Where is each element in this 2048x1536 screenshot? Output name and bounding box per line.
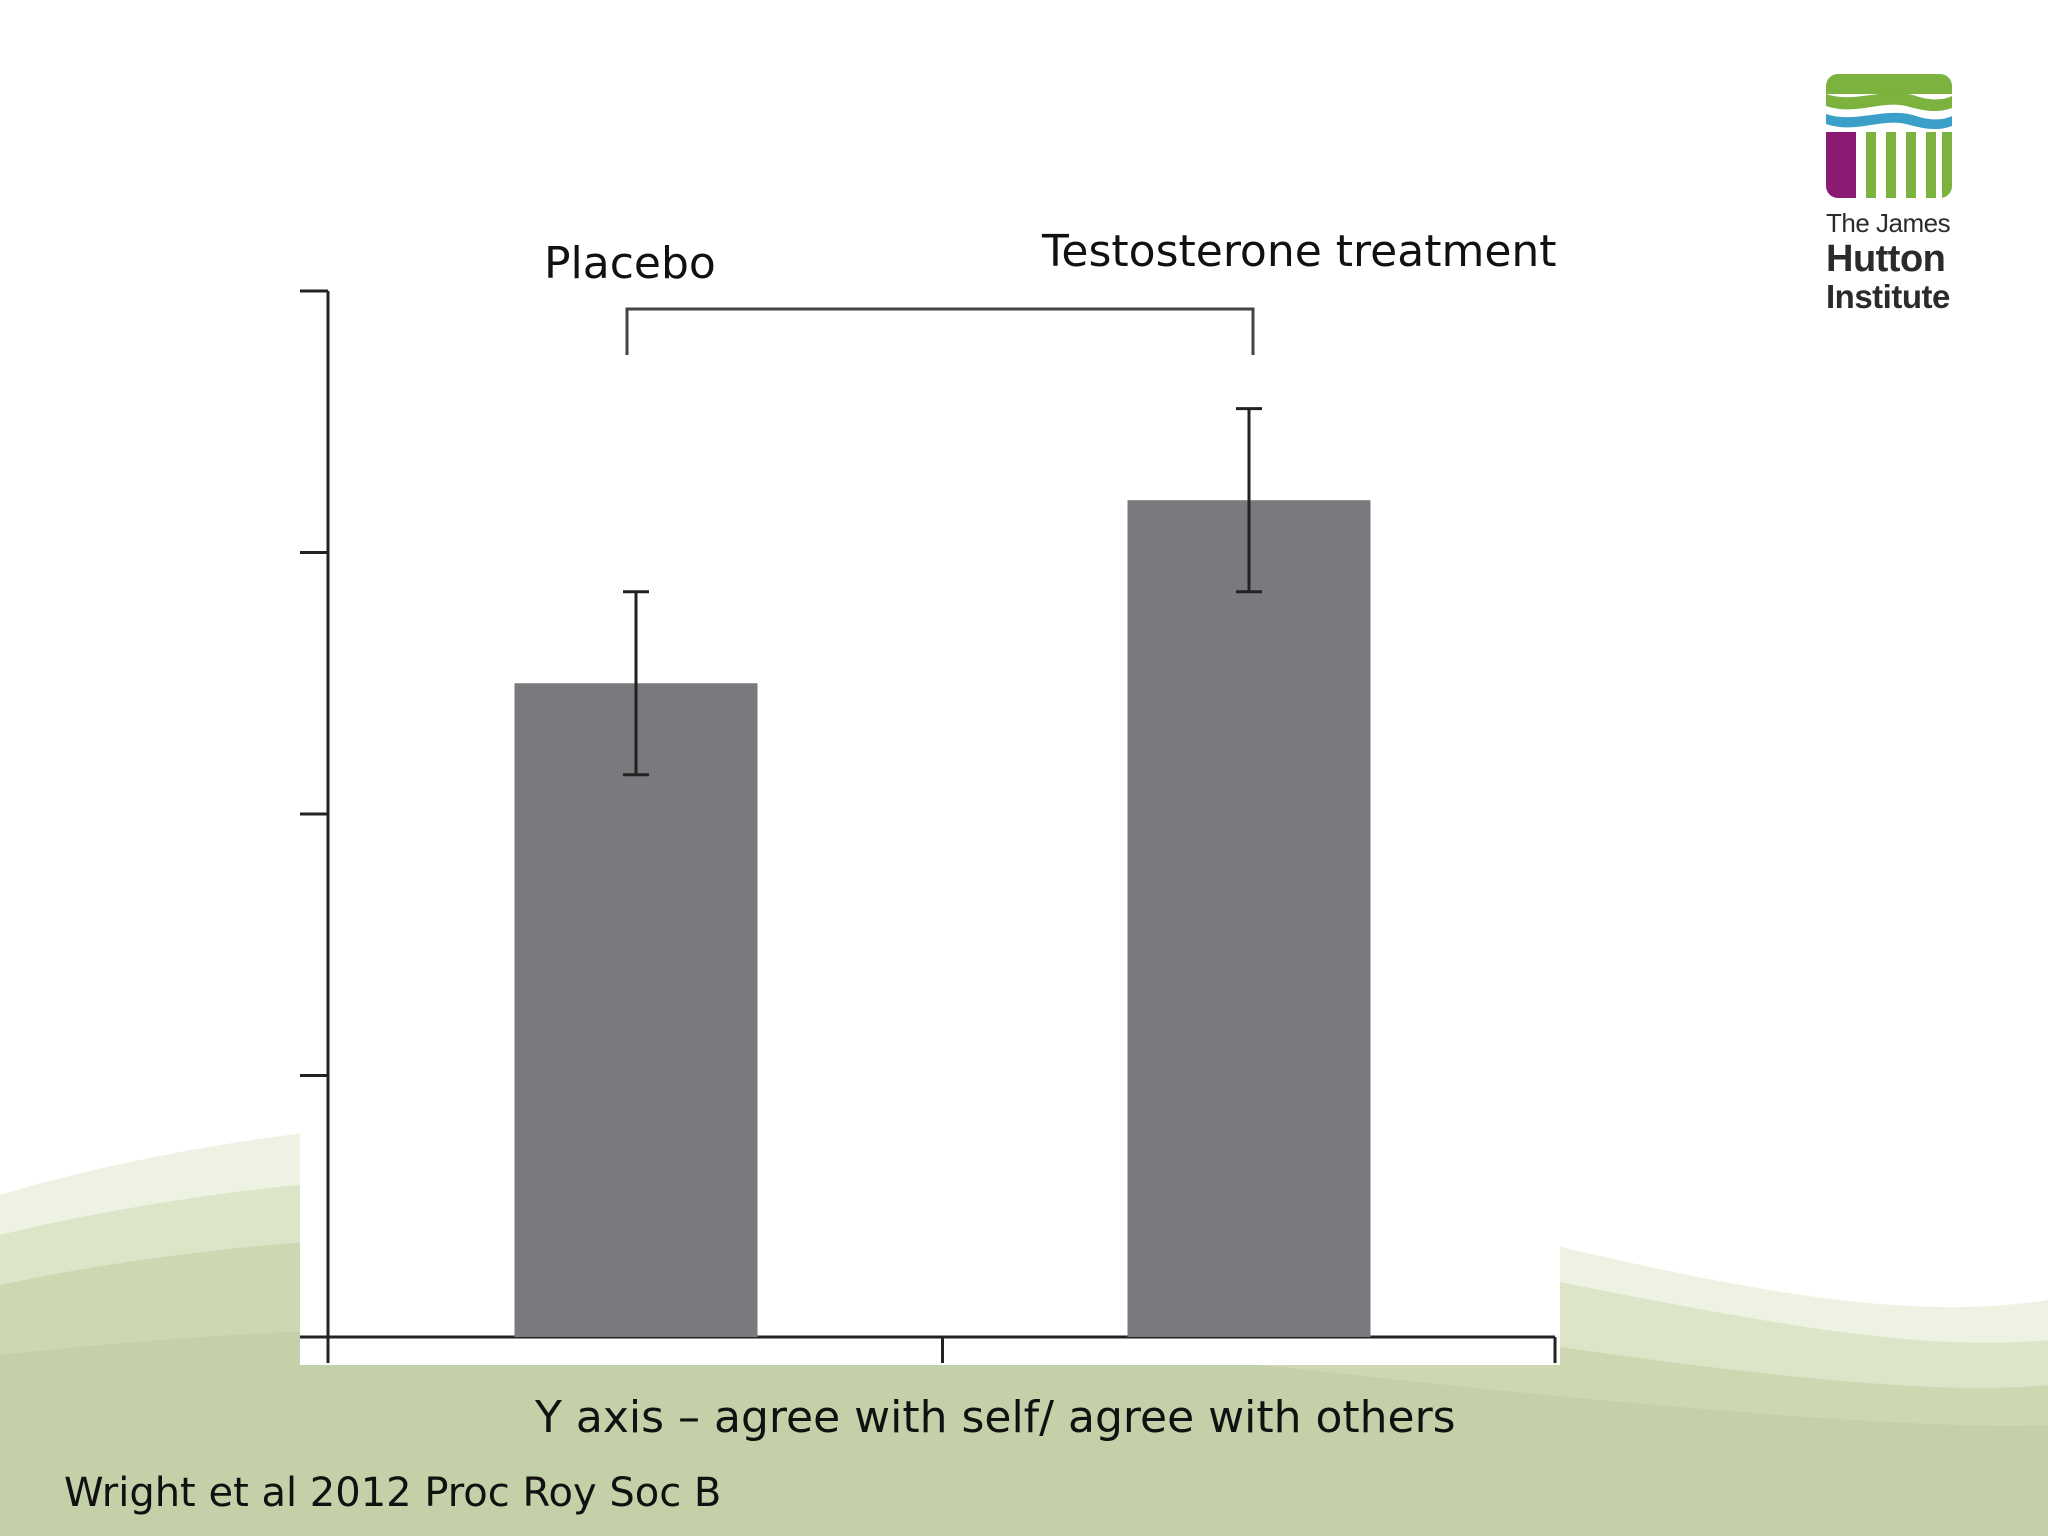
logo-text-line1: The James [1826, 208, 1951, 238]
category-label-placebo: Placebo [544, 238, 716, 289]
bar-chart [300, 289, 1557, 1363]
logo-text-line2: Hutton [1826, 238, 1946, 280]
bar-0 [514, 683, 758, 1337]
axis-caption: Y axis – agree with self/ agree with oth… [535, 1392, 1456, 1443]
logo-text-line3: Institute [1826, 278, 1950, 315]
category-label-testosterone: Testosterone treatment [1042, 226, 1557, 277]
comparison-bracket [625, 307, 1255, 355]
bar-1 [1127, 500, 1371, 1337]
hutton-institute-logo: The James Hutton Institute [1826, 74, 1952, 313]
logo-mark-icon [1826, 74, 1952, 198]
citation: Wright et al 2012 Proc Roy Soc B [64, 1470, 722, 1516]
chart-panel [300, 280, 1560, 1365]
